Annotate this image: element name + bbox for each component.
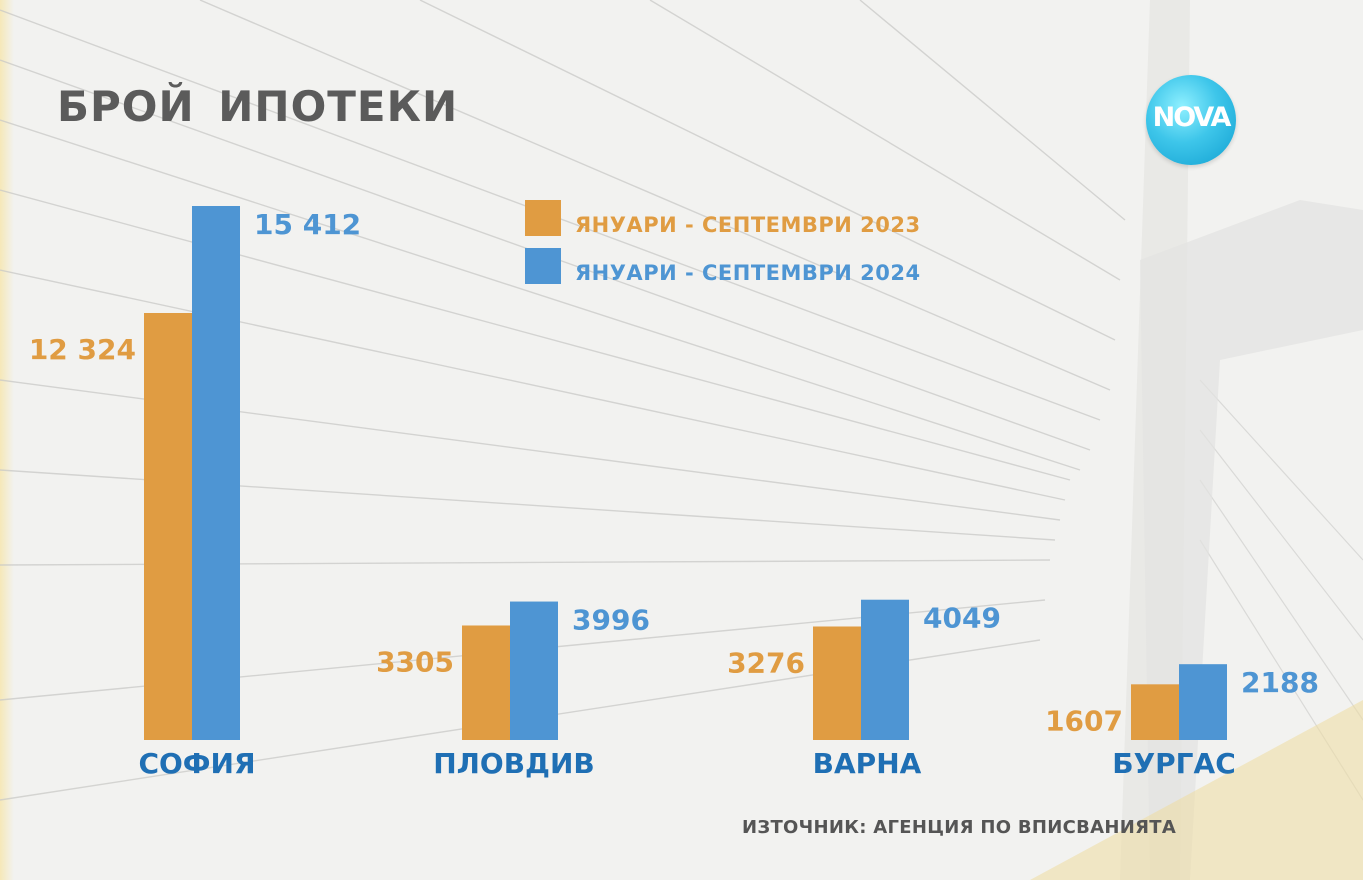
bar-2023-3 [1131,684,1179,740]
bar-2024-0 [192,206,240,740]
value-label-2023-3: 1607 [1045,704,1123,737]
value-label-2024-3: 2188 [1241,666,1319,699]
category-label-3: БУРГАС [1112,747,1236,780]
value-label-2024-0: 15 412 [254,208,361,241]
legend-swatch-2023 [525,200,561,236]
category-label-1: ПЛОВДИВ [433,747,595,780]
category-label-2: ВАРНА [813,747,922,780]
value-label-2023-0: 12 324 [29,333,136,366]
legend-swatch-2024 [525,248,561,284]
legend-label-2023: ЯНУАРИ - СЕПТЕМВРИ 2023 [575,213,921,237]
category-label-0: СОФИЯ [138,747,255,780]
value-label-2024-1: 3996 [572,604,650,637]
source-note: ИЗТОЧНИК: АГЕНЦИЯ ПО ВПИСВАНИЯТА [742,817,1177,838]
bar-2023-0 [144,312,192,740]
bar-2024-3 [1179,664,1227,740]
bar-2024-1 [510,601,558,740]
nova-logo: NOVA [1146,75,1236,165]
bar-2024-2 [861,599,909,740]
value-label-2023-2: 3276 [727,646,805,679]
bar-2023-2 [813,626,861,740]
bar-2023-1 [462,625,510,740]
legend-label-2024: ЯНУАРИ - СЕПТЕМВРИ 2024 [575,261,921,285]
logo-text: NOVA [1152,102,1232,133]
value-label-2023-1: 3305 [376,645,454,678]
value-label-2024-2: 4049 [923,602,1001,635]
chart-title: БРОЙ ИПОТЕКИ [57,82,459,131]
